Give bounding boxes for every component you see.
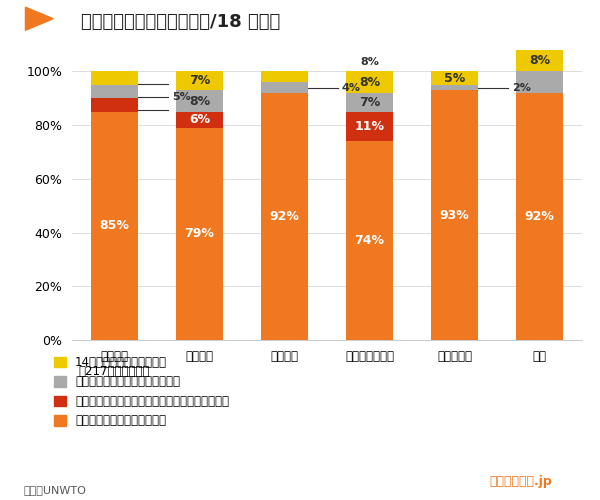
Text: 8%: 8% — [189, 94, 210, 108]
Text: 8%: 8% — [529, 54, 550, 67]
Text: 出典：UNWTO: 出典：UNWTO — [24, 485, 87, 495]
Text: 5%: 5% — [172, 92, 191, 102]
Bar — [431, 85, 478, 90]
Text: やまとごころ.jp: やまとごころ.jp — [489, 474, 552, 488]
Text: 2%: 2% — [512, 82, 531, 92]
Bar — [516, 72, 563, 93]
Text: 93%: 93% — [440, 208, 469, 222]
Text: 8%: 8% — [359, 76, 380, 88]
Text: 5%: 5% — [444, 72, 465, 85]
Bar — [516, 93, 563, 340]
Text: 8%: 8% — [360, 58, 379, 68]
Bar — [431, 90, 478, 340]
Bar — [346, 93, 393, 112]
Bar — [176, 128, 223, 340]
Text: 74%: 74% — [355, 234, 385, 247]
Text: 92%: 92% — [524, 210, 554, 223]
Bar — [176, 112, 223, 128]
Bar — [91, 112, 138, 340]
Bar — [261, 93, 308, 340]
Text: 6%: 6% — [189, 114, 210, 126]
Bar — [261, 72, 308, 82]
Bar — [176, 72, 223, 90]
Polygon shape — [25, 7, 53, 30]
Text: 79%: 79% — [185, 228, 214, 240]
Bar — [176, 90, 223, 112]
Text: 92%: 92% — [269, 210, 299, 223]
Legend: 14日間の隔離やビザ停止等, 国際便の全便欠航または一部停止, 特定地域あるいは特定地域を経由した入国の禁止, 国境の完全または部分的封鎖: 14日間の隔離やビザ停止等, 国際便の全便欠航または一部停止, 特定地域あるいは… — [54, 356, 229, 428]
Bar — [261, 82, 308, 93]
Text: 11%: 11% — [355, 120, 385, 133]
Bar — [346, 142, 393, 340]
Bar — [91, 98, 138, 112]
Text: 7%: 7% — [189, 74, 210, 88]
Bar — [346, 72, 393, 93]
Text: 4%: 4% — [342, 82, 361, 92]
Text: 85%: 85% — [100, 220, 130, 232]
Bar — [91, 72, 138, 85]
Text: 7%: 7% — [359, 96, 380, 109]
Bar — [431, 72, 478, 85]
Bar — [516, 50, 563, 72]
Text: 地域別渡航制限の内訳（５/18 時点）: 地域別渡航制限の内訳（５/18 時点） — [81, 12, 280, 30]
Bar — [91, 85, 138, 98]
Bar — [346, 112, 393, 142]
